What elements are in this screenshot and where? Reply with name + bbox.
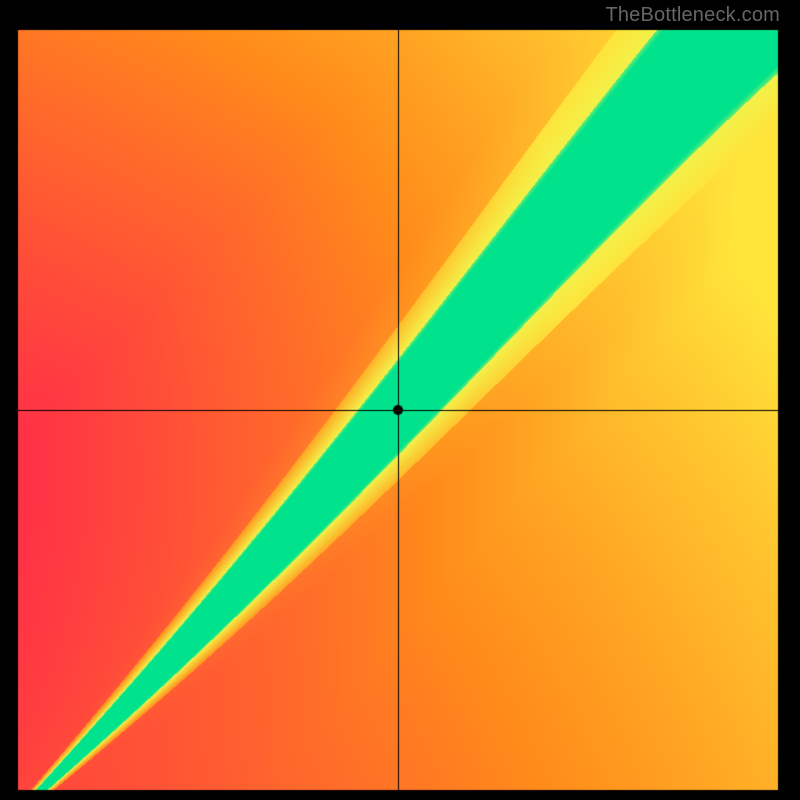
chart-container: TheBottleneck.com bbox=[0, 0, 800, 800]
watermark-text: TheBottleneck.com bbox=[605, 4, 780, 27]
bottleneck-heatmap bbox=[0, 0, 800, 800]
